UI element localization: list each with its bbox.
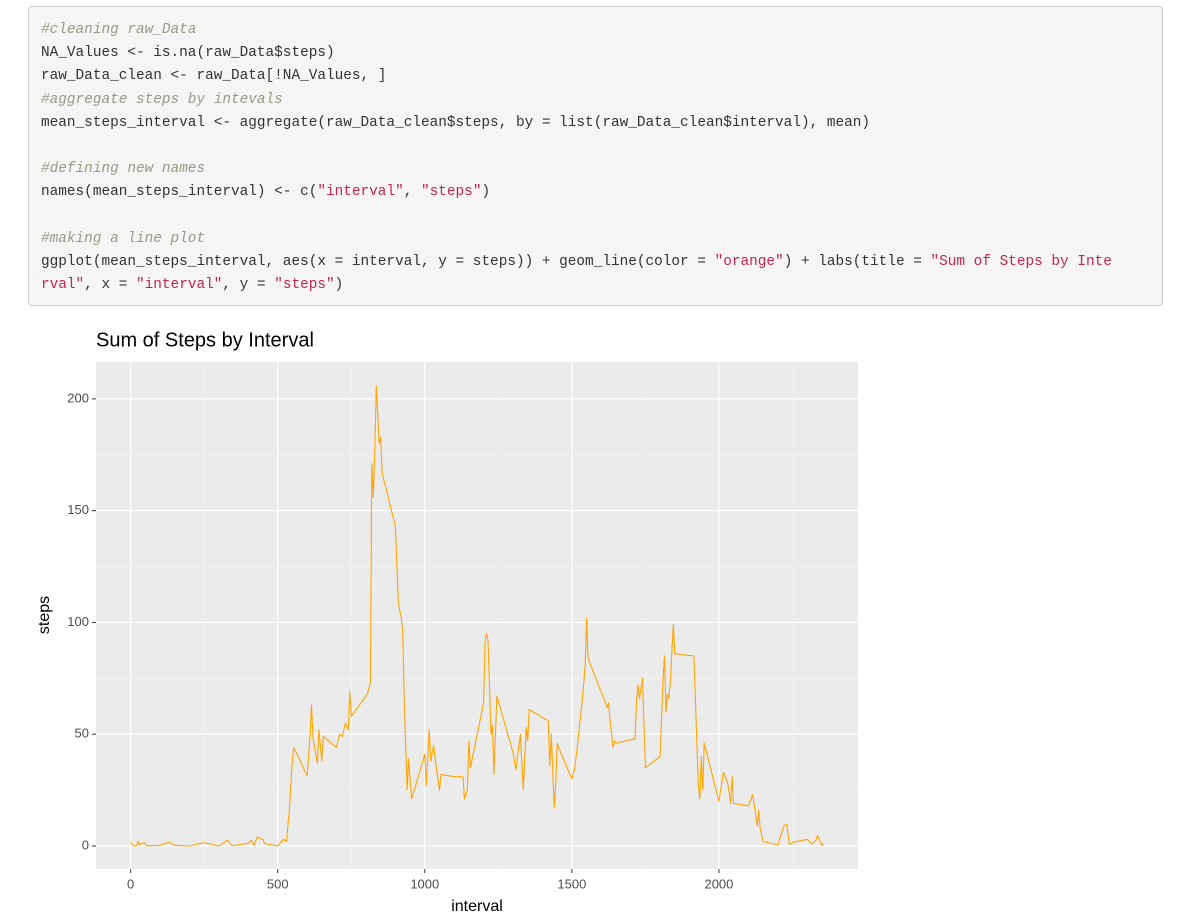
data-line <box>130 384 824 847</box>
code-token: "interval" <box>136 277 223 294</box>
code-token: #defining new names <box>41 161 206 178</box>
code-line: raw_Data_clean <- raw_Data[!NA_Values, ] <box>41 65 1150 88</box>
code-token: ) <box>481 184 491 201</box>
code-line: ggplot(mean_steps_interval, aes(x = inte… <box>41 251 1150 274</box>
code-token: #making a line plot <box>41 230 206 247</box>
code-token: mean_steps_interval <- aggregate(raw_Dat… <box>41 114 871 131</box>
code-token: ) + labs(title = <box>783 253 931 270</box>
x-tick-label: 2000 <box>704 876 733 891</box>
code-token: "steps" <box>421 184 482 201</box>
plot-panel <box>96 362 858 869</box>
code-line: names(mean_steps_interval) <- c("interva… <box>41 181 1150 204</box>
code-token: "steps" <box>274 277 335 294</box>
code-line: #making a line plot <box>41 228 1150 251</box>
code-token: ) <box>334 277 344 294</box>
y-tick-label: 0 <box>82 837 89 852</box>
code-line: NA_Values <- is.na(raw_Data$steps) <box>41 42 1150 65</box>
code-block: #cleaning raw_Data NA_Values <- is.na(raw… <box>28 6 1163 306</box>
code-token: rval" <box>41 277 85 294</box>
x-tick-label: 1000 <box>410 876 439 891</box>
code-token: names(mean_steps_interval) <- c( <box>41 184 318 201</box>
x-tick-label: 500 <box>267 876 289 891</box>
chart: Sum of Steps by Interval interval steps … <box>36 329 858 915</box>
chart-title: Sum of Steps by Interval <box>96 329 314 351</box>
x-tick-label: 1500 <box>557 876 586 891</box>
code-token: #cleaning raw_Data <box>41 22 197 38</box>
code-line: #defining new names <box>41 158 1150 181</box>
code-token: "interval" <box>317 184 404 201</box>
code-line: rval", x = "interval", y = "steps") <box>41 274 1150 297</box>
code-line: #aggregate steps by intevals <box>41 89 1150 112</box>
y-axis-title: steps <box>36 596 53 634</box>
code-token: ggplot(mean_steps_interval, aes(x = inte… <box>41 253 715 270</box>
code-line: mean_steps_interval <- aggregate(raw_Dat… <box>41 112 1150 135</box>
x-axis-title: interval <box>451 898 503 915</box>
y-tick-label: 200 <box>67 390 89 405</box>
code-line <box>41 205 1150 228</box>
code-token: raw_Data_clean <- raw_Data[!NA_Values, ] <box>41 68 387 85</box>
code-token: , x = <box>84 277 137 294</box>
code-token: NA_Values <- is.na(raw_Data$steps) <box>41 45 335 62</box>
code-token: "orange" <box>714 253 784 270</box>
y-tick-label: 50 <box>75 726 89 741</box>
code-token: , y = <box>222 277 275 294</box>
code-token: #aggregate steps by intevals <box>41 91 283 108</box>
code-token: "Sum of Steps by Inte <box>930 253 1112 270</box>
code-line: #cleaning raw_Data <box>41 19 1150 42</box>
x-tick-label: 0 <box>127 876 134 891</box>
code-line <box>41 135 1150 158</box>
y-tick-label: 100 <box>67 614 89 629</box>
code-token: , <box>403 184 421 201</box>
y-tick-label: 150 <box>67 502 89 517</box>
